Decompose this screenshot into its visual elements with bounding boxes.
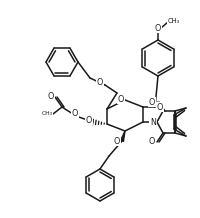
Text: CH₃: CH₃ bbox=[167, 18, 179, 24]
Text: O: O bbox=[71, 109, 78, 118]
Text: O: O bbox=[148, 138, 154, 146]
Text: O: O bbox=[113, 136, 120, 145]
Text: O: O bbox=[85, 116, 92, 124]
Text: O: O bbox=[148, 97, 154, 107]
Text: O: O bbox=[156, 102, 162, 111]
Text: O: O bbox=[117, 94, 124, 104]
Text: CH₃: CH₃ bbox=[41, 111, 52, 116]
Text: O: O bbox=[96, 78, 103, 87]
Polygon shape bbox=[120, 131, 124, 141]
Text: N: N bbox=[149, 118, 155, 126]
Text: O: O bbox=[154, 24, 160, 32]
Text: O: O bbox=[48, 92, 54, 100]
